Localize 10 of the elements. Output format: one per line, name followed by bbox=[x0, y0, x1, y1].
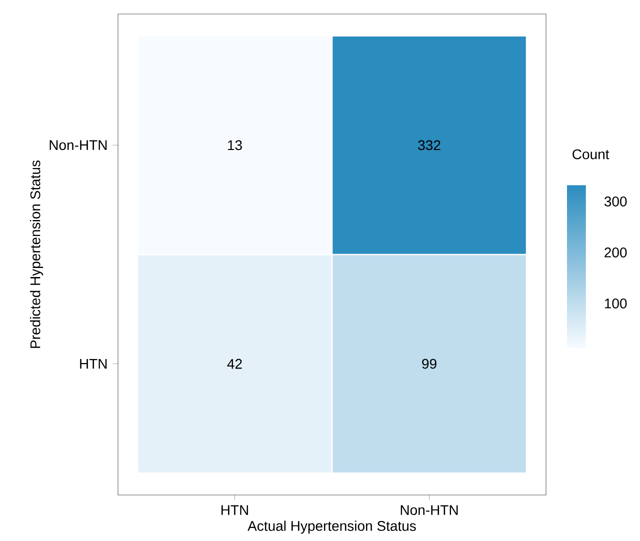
data-label: 13 bbox=[228, 140, 242, 150]
data-label: 42 bbox=[227, 358, 242, 369]
x-axis-title: Actual Hypertension Status bbox=[248, 520, 416, 534]
color-bar-label: 200 bbox=[604, 248, 627, 258]
data-label: 332 bbox=[418, 140, 440, 150]
color-bar-label: 100 bbox=[604, 298, 627, 308]
color-bar-title: Count bbox=[572, 149, 610, 160]
y-axis-title: Predicted Hypertension Status bbox=[30, 160, 44, 348]
color-bar-label: 300 bbox=[604, 196, 627, 206]
data-label: 99 bbox=[422, 358, 436, 369]
